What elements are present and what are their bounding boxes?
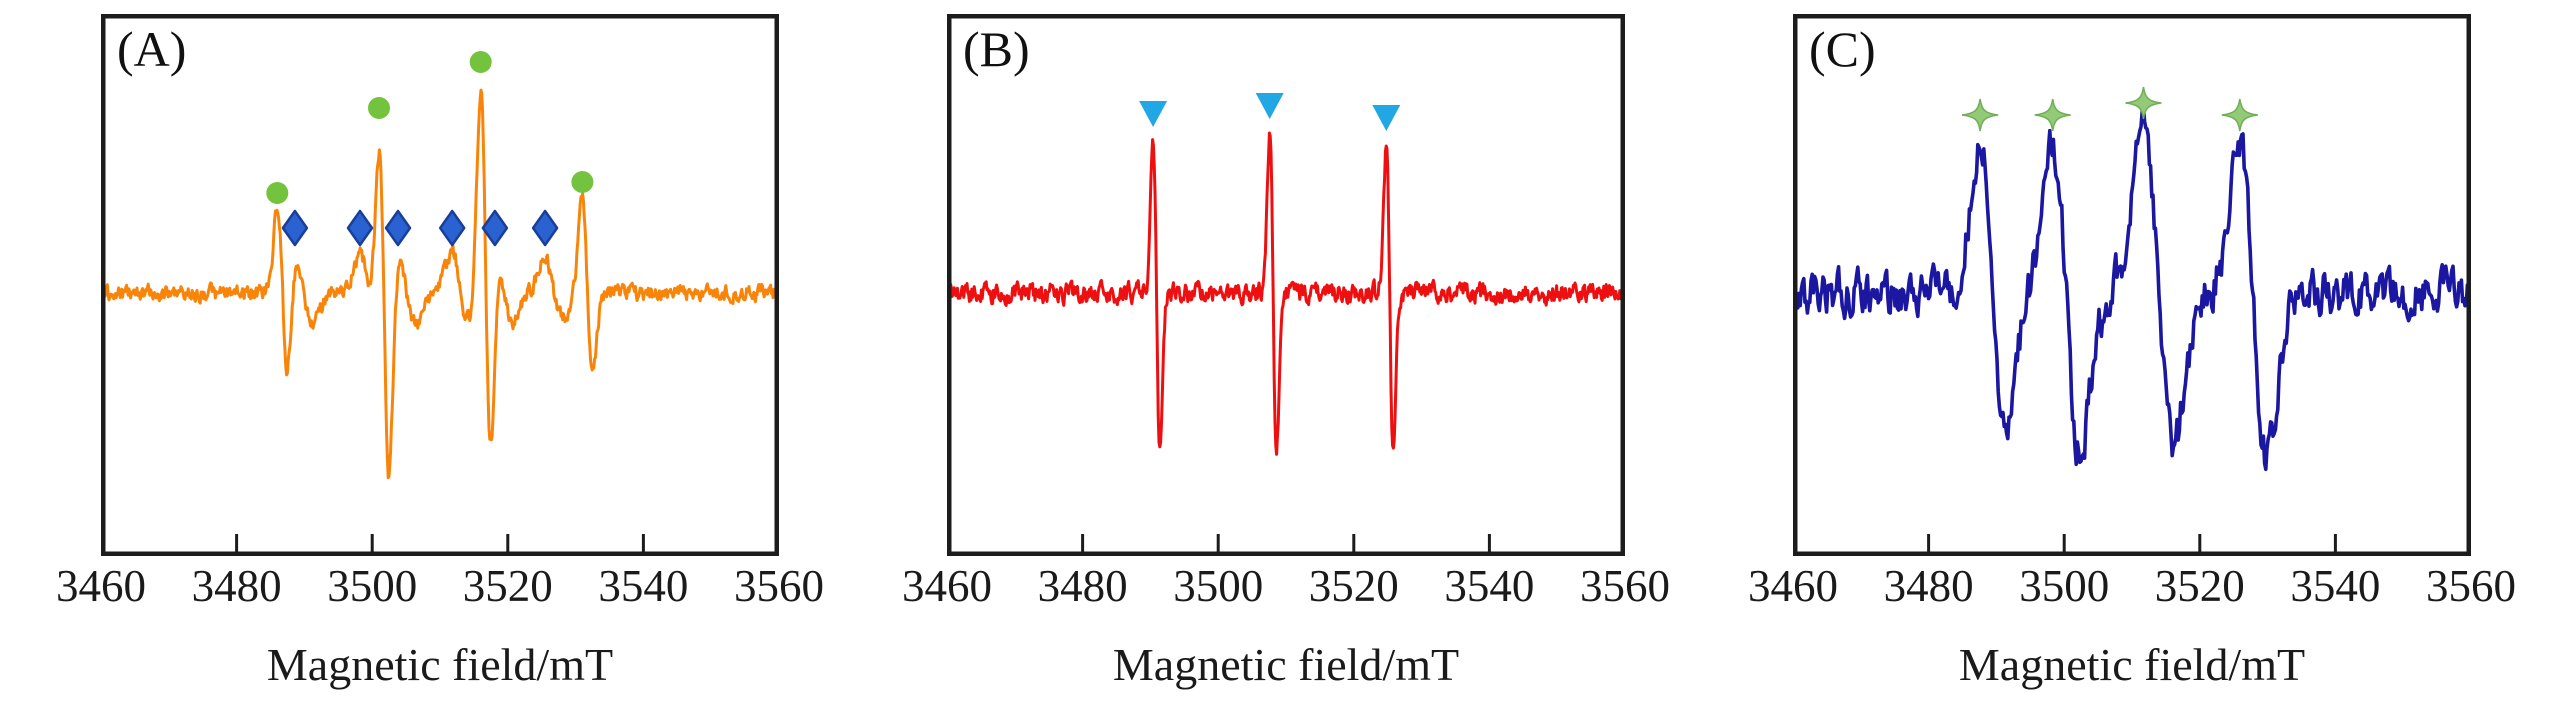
star-marker-icon [1962,98,1999,132]
peak-marker-diamond-a [438,209,466,247]
x-tick-label: 3480 [191,561,282,611]
spectrum-canvas-a [101,14,779,556]
peak-marker-star4-c [2125,86,2162,120]
peak-marker-circle-a [266,182,289,204]
peak-marker-star4-c [2221,98,2258,132]
peak-marker-triangle-down-b [1255,93,1284,119]
circle-marker-icon [571,171,594,193]
peak-marker-circle-a [368,97,390,119]
peak-marker-diamond-a [281,209,309,247]
circle-marker-icon [368,97,390,119]
epr-trace-c [1793,106,2471,472]
spectrum-canvas-b [947,14,1625,556]
peak-marker-star4-c [2034,98,2071,132]
x-tick-label: 3560 [1580,561,1670,611]
panel-label-b: (B) [963,21,1030,77]
x-tick-label: 3560 [734,561,824,611]
circle-marker-icon [266,182,289,204]
spectrum-canvas-c [1793,14,2471,556]
panel-label-a: (A) [117,21,187,77]
x-tick-label: 3560 [2426,561,2516,611]
peak-marker-diamond-a [384,209,412,247]
panel-border [947,14,1625,556]
x-tick-label: 3520 [1308,561,1399,611]
x-tick-label: 3460 [56,561,146,611]
panel-border [101,14,779,556]
star-marker-icon [2125,86,2162,120]
x-tick-label: 3460 [1748,561,1838,611]
x-axis-title-a: Magnetic field/mT [266,639,614,690]
peak-marker-triangle-down-b [1139,101,1168,127]
diamond-marker-icon [438,209,466,247]
peak-marker-diamond-a [531,209,559,247]
panel-label-c: (C) [1809,21,1876,77]
x-tick-label: 3460 [902,561,992,611]
peak-marker-star4-c [1962,98,1999,132]
peak-marker-diamond-a [481,209,509,247]
x-tick-label: 3500 [2019,561,2110,611]
panel-c: (C) [1793,14,2471,556]
diamond-marker-icon [481,209,509,247]
peak-marker-triangle-down-b [1372,105,1401,131]
x-tick-label: 3540 [1444,561,1535,611]
x-axis-title-c: Magnetic field/mT [1958,639,2306,690]
diamond-marker-icon [346,209,374,247]
panel-a: (A) [101,14,779,556]
triangle-down-marker-icon [1372,105,1401,131]
diamond-marker-icon [531,209,559,247]
panel-b: (B) [947,14,1625,556]
peak-marker-circle-a [571,171,594,193]
x-tick-label: 3540 [2290,561,2381,611]
x-axis-title-b: Magnetic field/mT [1112,639,1460,690]
epr-trace-b [947,131,1625,456]
x-tick-label: 3540 [598,561,689,611]
triangle-down-marker-icon [1139,101,1168,127]
star-marker-icon [2034,98,2071,132]
panel-border [1793,14,2471,556]
x-tick-label: 3520 [462,561,553,611]
x-tick-label: 3500 [327,561,418,611]
epr-trace-a [101,88,779,480]
diamond-marker-icon [384,209,412,247]
x-tick-label: 3520 [2154,561,2245,611]
star-marker-icon [2221,98,2258,132]
x-tick-label: 3500 [1173,561,1264,611]
x-tick-label: 3480 [1037,561,1128,611]
circle-marker-icon [469,51,492,73]
triangle-down-marker-icon [1255,93,1284,119]
x-tick-label: 3480 [1883,561,1974,611]
peak-marker-circle-a [469,51,492,73]
diamond-marker-icon [281,209,309,247]
peak-marker-diamond-a [346,209,374,247]
